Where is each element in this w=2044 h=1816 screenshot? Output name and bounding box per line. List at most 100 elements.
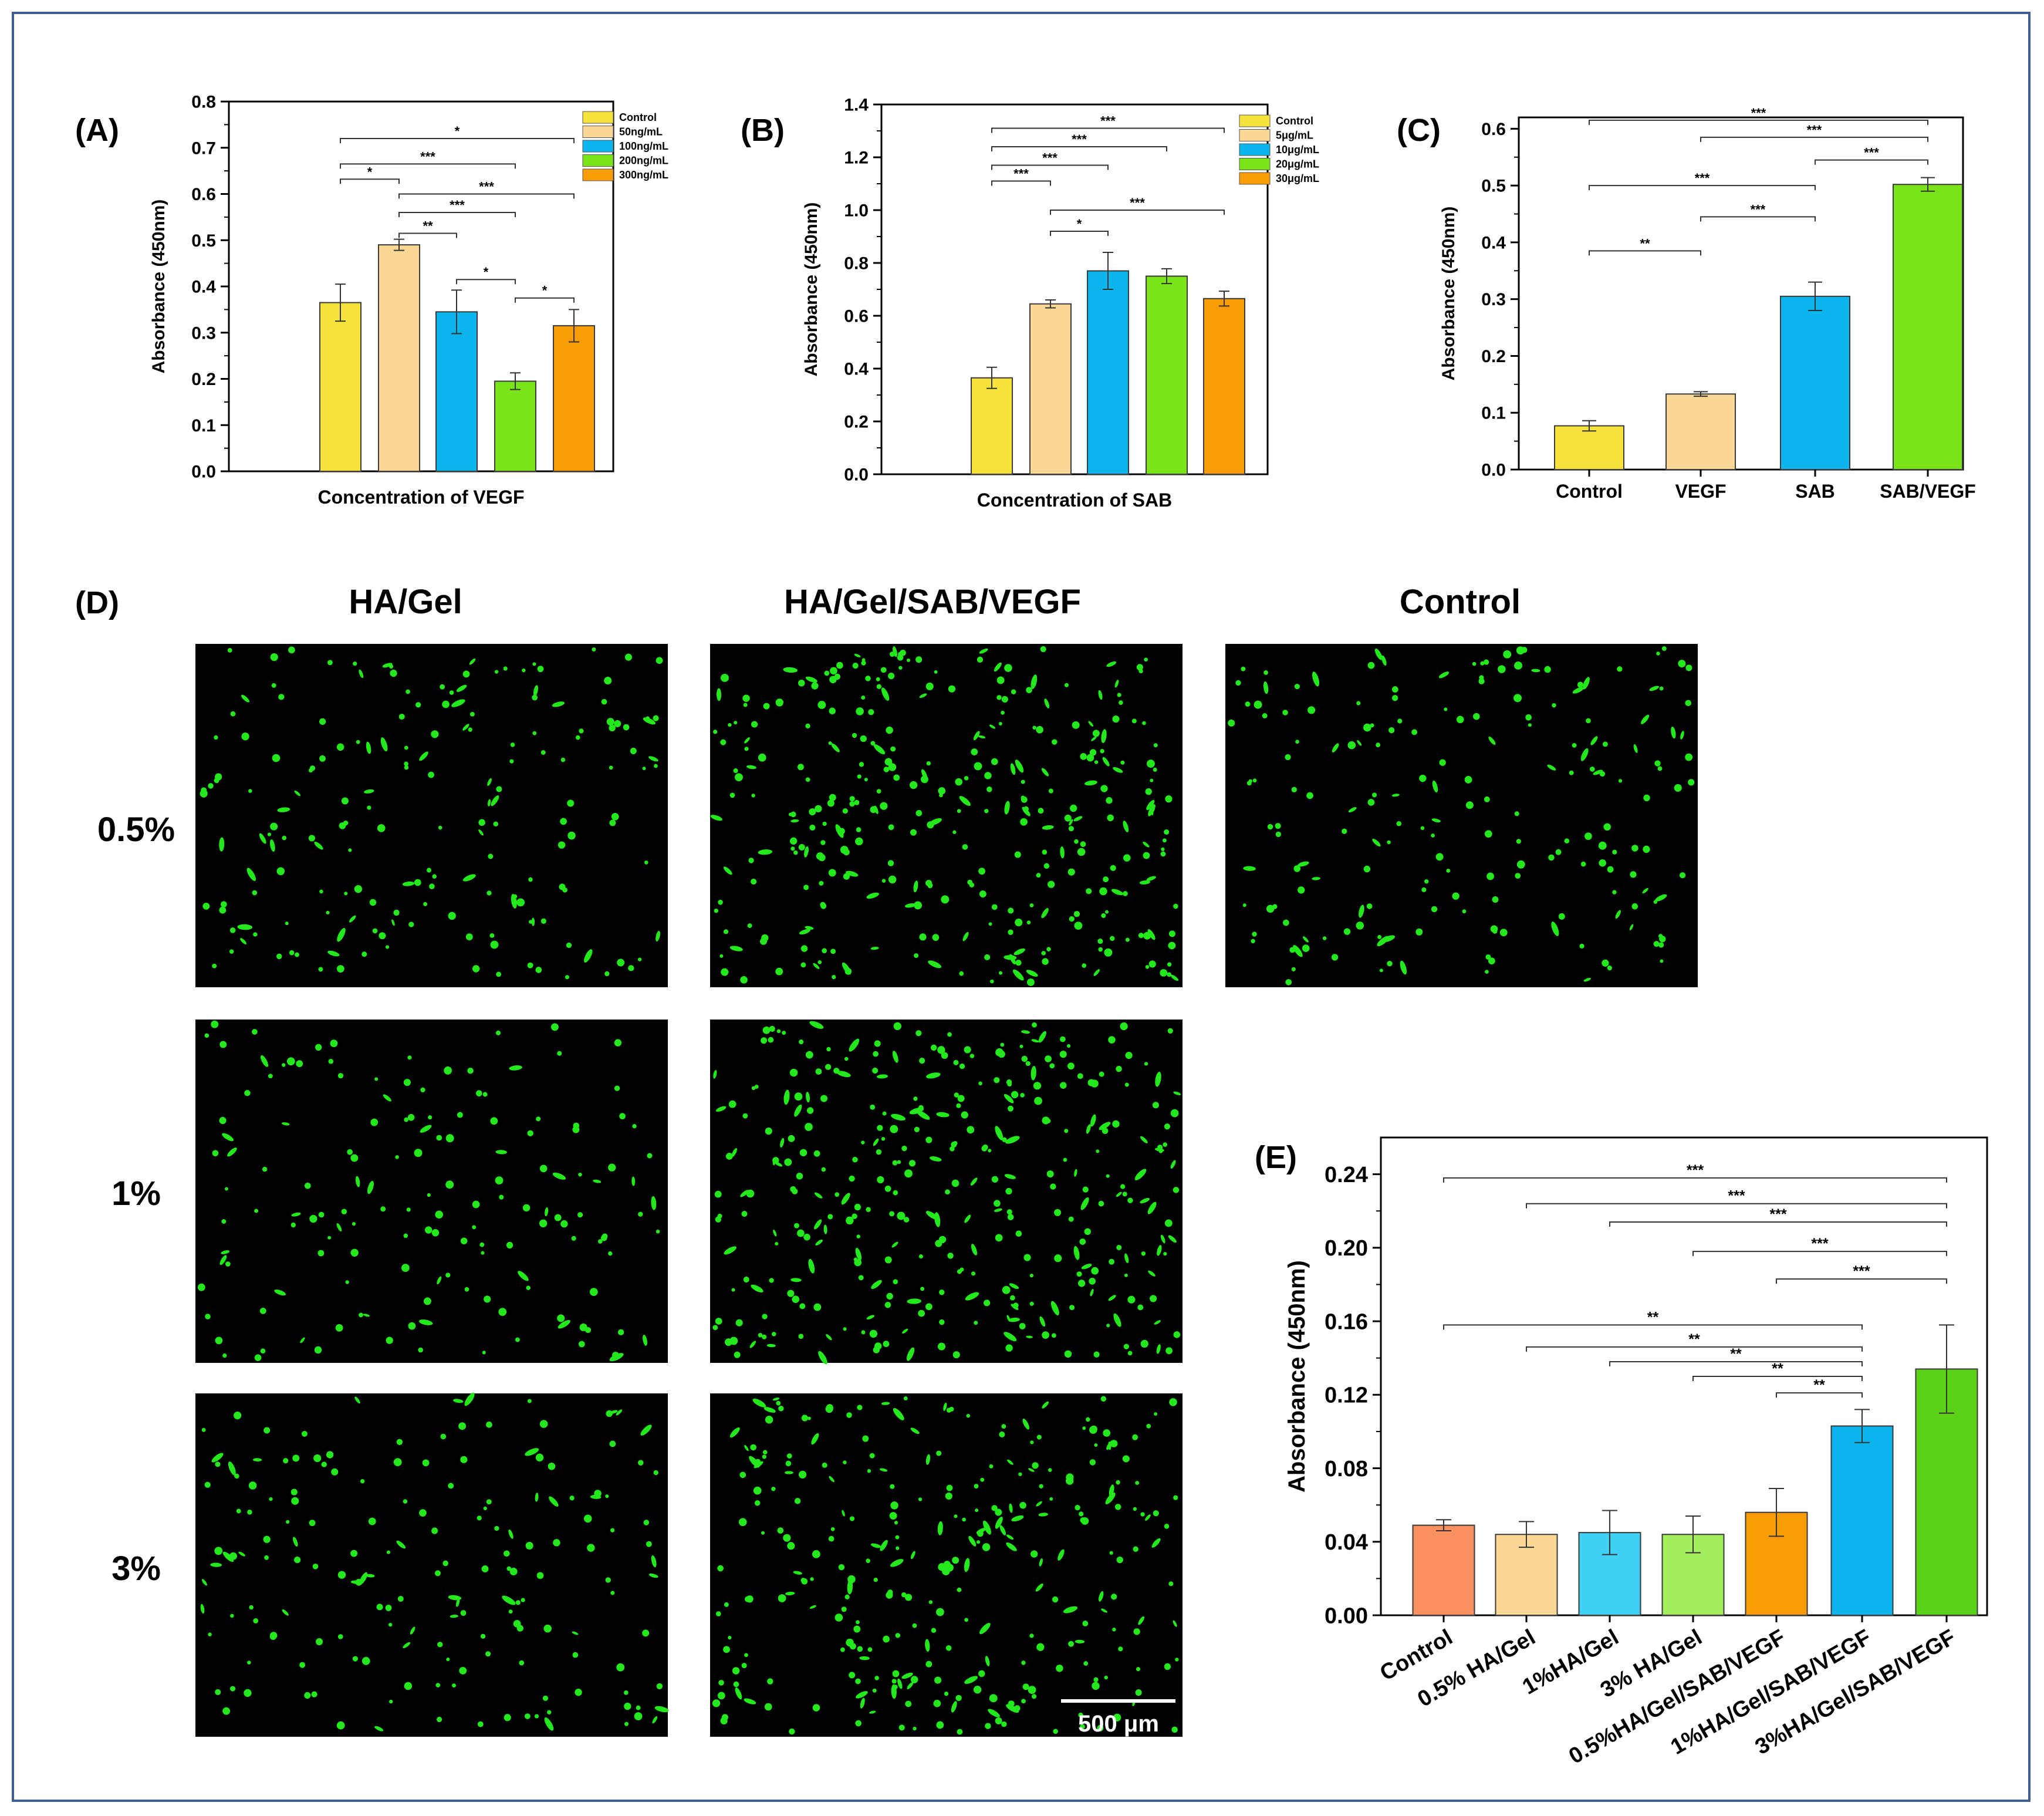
error-bar	[1769, 1487, 1784, 1537]
significance-label: ***	[1695, 171, 1710, 185]
significance-label: *	[455, 124, 460, 139]
fluorescence-micrograph	[195, 1020, 668, 1363]
bar	[494, 380, 536, 472]
y-tick-label: 1.4	[844, 96, 869, 115]
y-tick-label: 0.0	[191, 463, 216, 482]
y-axis-label: Absorbance (450nm)	[149, 200, 168, 374]
chart-A: 0.0 0.1 0.2 0.3 0.4 0.5 0.6 0.7 0.8 Absorbance (4…	[149, 93, 668, 508]
panel-label-B: (B)	[741, 113, 785, 148]
error-bar	[1921, 177, 1935, 192]
x-tick-label: SAB/VEGF	[1880, 481, 1976, 502]
bar	[553, 325, 595, 472]
scale-bar: 500 μm	[1061, 1699, 1175, 1737]
y-tick-label: 0.2	[844, 413, 869, 432]
bar	[1087, 270, 1129, 475]
legend-label: 300ng/mL	[619, 169, 668, 181]
column-title: HA/Gel/SAB/VEGF	[784, 583, 1081, 621]
significance-bracket: ***	[1700, 202, 1816, 222]
legend-swatch	[582, 154, 614, 167]
y-tick-label: 0.08	[1325, 1457, 1368, 1481]
y-tick-label: 0.12	[1325, 1383, 1368, 1408]
y-tick-label: 0.2	[191, 370, 216, 389]
error-bar	[1219, 291, 1229, 307]
significance-label: *	[1077, 217, 1082, 231]
legend-swatch	[582, 168, 614, 181]
legend-label: Control	[1276, 115, 1313, 127]
error-bar	[1161, 268, 1172, 285]
bar	[319, 302, 361, 472]
bar	[1146, 275, 1188, 475]
y-tick-label: 1.2	[844, 148, 869, 168]
legend-label: Control	[619, 112, 657, 123]
y-tick-label: 0.0	[844, 465, 869, 485]
bar	[378, 244, 420, 472]
significance-label: ***	[1728, 1188, 1745, 1204]
error-bar	[1854, 1409, 1870, 1443]
significance-bracket: ***	[1589, 171, 1816, 191]
y-tick-label: 0.6	[844, 307, 869, 326]
error-bar	[1519, 1521, 1534, 1548]
significance-label: ***	[1751, 106, 1766, 120]
legend-swatch	[582, 126, 614, 138]
error-bar	[1685, 1515, 1701, 1554]
panel-label-A: (A)	[75, 113, 119, 148]
error-bar	[1436, 1519, 1451, 1531]
significance-bracket: ***	[1443, 1162, 1947, 1183]
fluorescence-micrograph	[1225, 644, 1698, 987]
significance-label: **	[1772, 1361, 1783, 1377]
error-bar	[394, 238, 404, 251]
panel-label-D: (D)	[75, 585, 119, 620]
legend-swatch	[1239, 114, 1271, 127]
legend-label: 20μg/mL	[1276, 158, 1319, 170]
significance-bracket: ***	[1700, 123, 1928, 142]
y-axis-label: Absorbance (450nm)	[802, 202, 821, 377]
legend: Control 50ng/mL 100ng/mL 200ng/mL 300ng/mL	[582, 111, 668, 181]
significance-label: ***	[1072, 132, 1087, 147]
y-tick-label: 0.3	[1481, 290, 1506, 309]
significance-bracket: ***	[1589, 106, 1928, 125]
y-tick-label: 0.1	[1481, 404, 1506, 423]
fluorescence-micrograph	[195, 1392, 669, 1737]
column-title: Control	[1400, 583, 1521, 621]
bar	[1495, 1534, 1558, 1616]
fluorescence-micrograph	[710, 644, 1183, 987]
significance-bracket: ***	[1692, 1236, 1947, 1257]
significance-bracket: ***	[991, 132, 1167, 151]
y-tick-label: 0.0	[1481, 461, 1506, 480]
significance-bracket: *	[1050, 217, 1109, 236]
significance-bracket: ***	[1815, 146, 1928, 165]
significance-bracket: **	[1692, 1361, 1863, 1381]
row-label: 1%	[112, 1174, 161, 1213]
y-tick-label: 0.6	[191, 185, 216, 204]
significance-label: ***	[1100, 114, 1116, 129]
error-bar	[451, 289, 462, 335]
significance-bracket: *	[340, 164, 400, 184]
y-tick-label: 0.4	[844, 360, 869, 379]
significance-label: ***	[1807, 123, 1822, 137]
y-axis-label: Absorbance (450nm)	[1284, 1260, 1310, 1493]
significance-label: ***	[1769, 1206, 1786, 1223]
y-tick-label: 0.6	[1481, 120, 1506, 139]
significance-label: ***	[1042, 151, 1058, 166]
y-tick-label: 0.8	[844, 254, 869, 274]
legend-label: 10μg/mL	[1276, 144, 1319, 156]
y-tick-label: 0.20	[1325, 1236, 1368, 1261]
y-tick-label: 0.4	[1481, 233, 1506, 252]
x-tick-label: Control	[1556, 481, 1623, 502]
figure-frame	[12, 12, 2031, 1802]
fluorescence-micrograph	[710, 1393, 1183, 1737]
y-tick-label: 1.0	[844, 201, 869, 221]
x-axis-label: Concentration of SAB	[977, 490, 1172, 511]
x-tick-label: SAB	[1795, 481, 1835, 502]
significance-bracket: ***	[1526, 1188, 1947, 1209]
bar	[1029, 303, 1072, 475]
bar	[1203, 298, 1245, 475]
y-axis-label: Absorbance (450nm)	[1439, 207, 1458, 381]
error-bar	[1103, 252, 1113, 290]
y-tick-label: 0.1	[191, 416, 216, 436]
significance-label: *	[367, 164, 373, 179]
bar	[1554, 425, 1624, 471]
bar	[971, 377, 1013, 475]
bar	[1830, 1425, 1894, 1616]
legend-label: 30μg/mL	[1276, 173, 1319, 184]
